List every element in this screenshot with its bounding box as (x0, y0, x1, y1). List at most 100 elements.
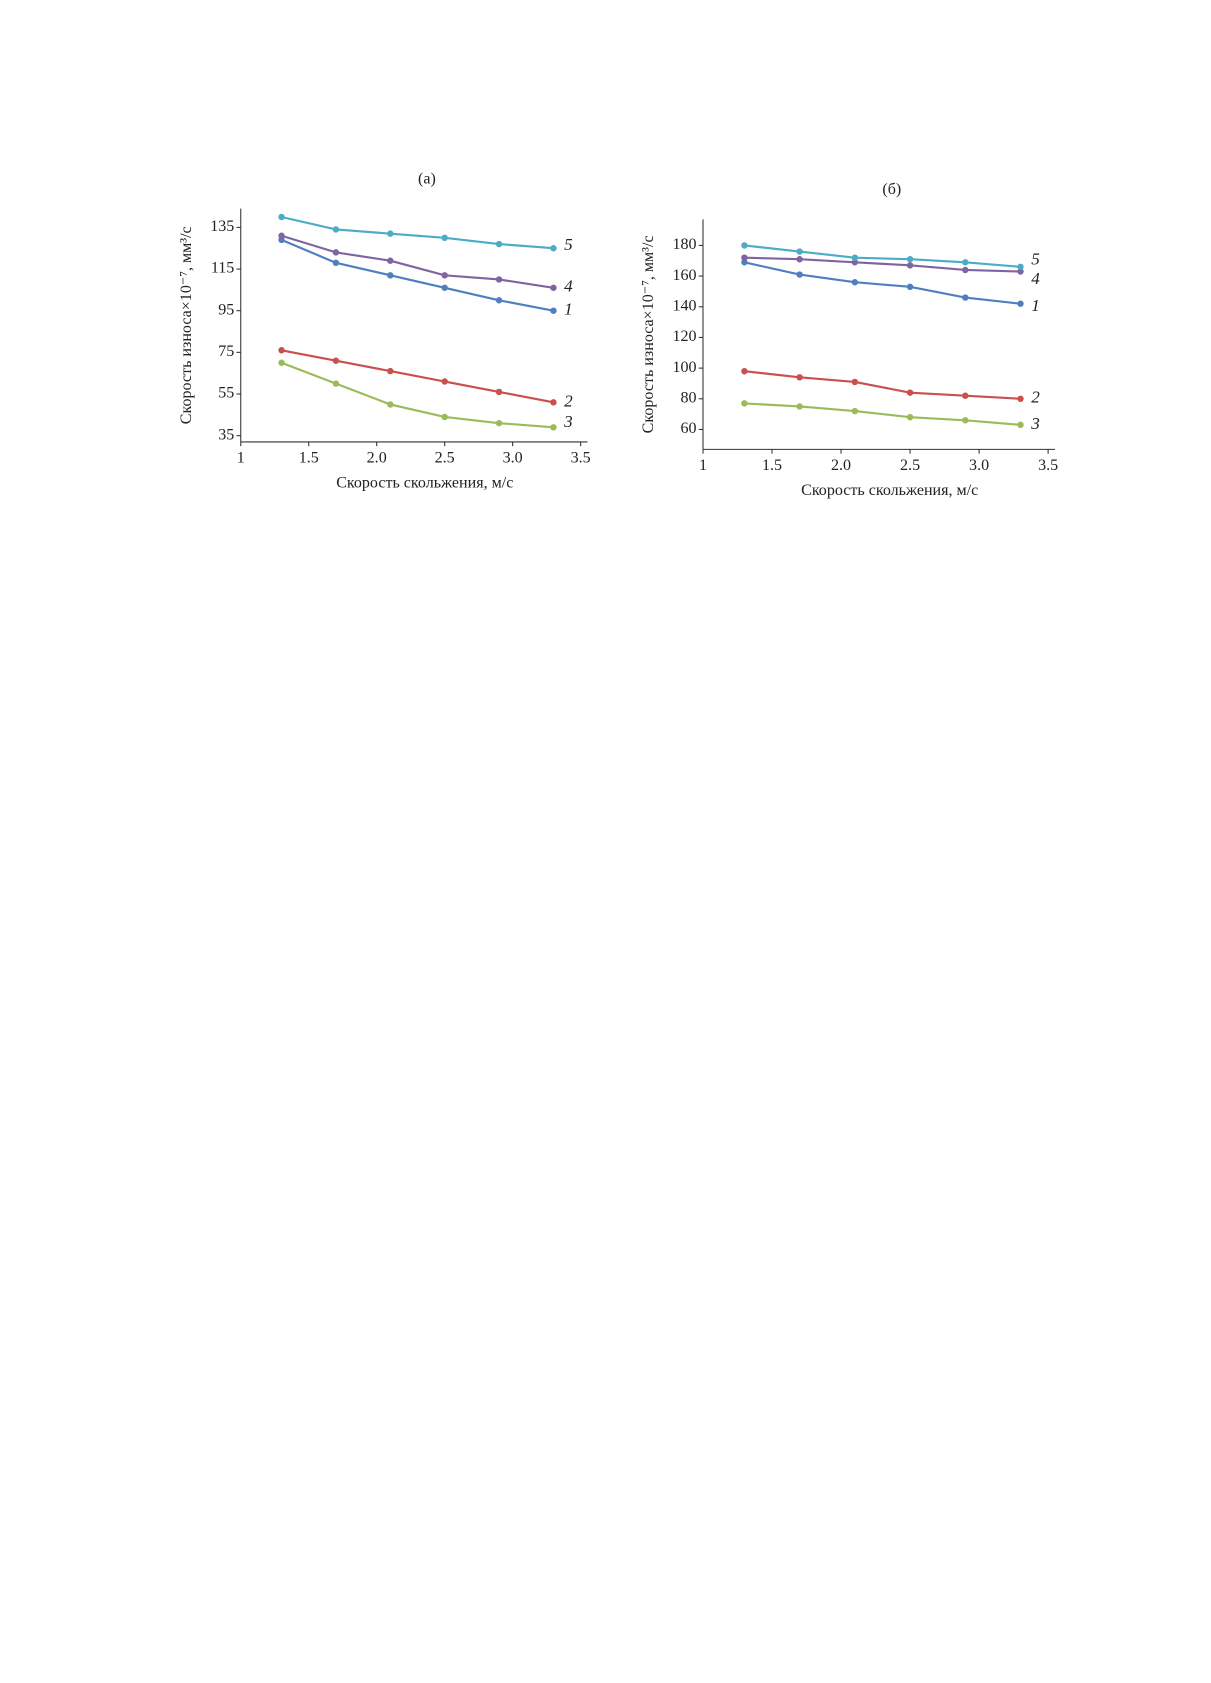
data-point (550, 245, 557, 252)
series-line (281, 234, 554, 289)
x-tick-label: 1 (237, 450, 245, 467)
data-point (550, 284, 557, 292)
data-point (495, 419, 503, 427)
data-point (741, 367, 748, 375)
data-point (851, 407, 859, 415)
data-point (906, 413, 914, 421)
data-point (741, 254, 748, 261)
series-line (281, 361, 554, 429)
data-point (278, 359, 285, 366)
series-label: 5 (564, 235, 573, 254)
data-point (1017, 263, 1024, 271)
data-point (387, 230, 394, 237)
data-point (550, 424, 557, 431)
data-point (441, 284, 448, 292)
data-point (441, 272, 448, 279)
series-line (281, 238, 554, 312)
y-tick-label: 180 (672, 236, 696, 253)
x-tick-label: 3.5 (1038, 457, 1058, 474)
x-tick-label: 2.5 (900, 457, 920, 474)
data-point (796, 256, 803, 263)
data-point (1017, 395, 1024, 402)
series-label: 5 (1031, 249, 1040, 268)
data-point (851, 279, 859, 286)
data-point (495, 388, 503, 396)
series-label: 3 (1030, 414, 1040, 433)
series-label: 2 (1031, 388, 1040, 407)
data-point (741, 259, 748, 266)
y-tick-label: 75 (218, 343, 234, 360)
data-point (741, 400, 748, 407)
series-label: 1 (1031, 296, 1040, 315)
data-point (741, 242, 748, 249)
data-point (851, 259, 859, 266)
y-tick-label: 140 (672, 297, 696, 314)
series-label: 3 (563, 412, 573, 431)
series-label: 4 (564, 277, 573, 296)
data-point (962, 259, 969, 266)
series-line (744, 370, 1021, 400)
x-axis-label: Скорость скольжения, м/с (336, 474, 513, 491)
data-point (962, 417, 969, 424)
data-point (332, 380, 340, 387)
y-tick-label: 35 (218, 426, 234, 443)
y-tick-label: 55 (218, 385, 234, 402)
data-point (278, 232, 285, 239)
y-tick-label: 120 (672, 328, 696, 345)
data-point (441, 378, 448, 385)
data-point (495, 297, 503, 304)
data-point (387, 257, 394, 264)
data-point (387, 367, 394, 375)
data-point (796, 403, 803, 410)
data-point (332, 249, 340, 256)
series-label: 2 (564, 391, 573, 410)
data-point (906, 256, 914, 263)
data-point (796, 374, 803, 381)
y-tick-label: 60 (681, 420, 697, 437)
data-point (962, 266, 969, 274)
data-point (332, 226, 340, 233)
data-point (387, 401, 394, 408)
series-line (744, 244, 1021, 268)
y-tick-label: 115 (211, 260, 234, 277)
data-point (1017, 268, 1024, 275)
data-point (550, 307, 557, 314)
chart-title: (а) (418, 170, 436, 187)
x-tick-label: 3.0 (969, 457, 989, 474)
x-tick-label: 2.0 (367, 450, 387, 467)
x-tick-label: 2.5 (435, 450, 455, 467)
x-axis-label: Скорость скольжения, м/с (801, 482, 978, 499)
x-tick-label: 1 (699, 457, 707, 474)
data-point (550, 399, 557, 406)
data-point (851, 378, 859, 386)
data-point (332, 357, 340, 364)
series-line (281, 349, 554, 404)
series-line (744, 402, 1021, 426)
data-point (1017, 421, 1024, 429)
x-tick-label: 3.0 (503, 450, 523, 467)
series-line (744, 256, 1021, 273)
data-point (441, 413, 448, 421)
data-point (332, 259, 340, 267)
x-tick-label: 1.5 (299, 450, 319, 467)
chart-title: (б) (882, 181, 901, 198)
y-axis-label: Скорость износа×10⁻⁷, мм³/с (640, 235, 657, 433)
data-point (962, 294, 969, 301)
data-point (278, 347, 285, 354)
data-point (278, 213, 285, 221)
data-point (906, 389, 914, 396)
data-point (495, 276, 503, 283)
data-point (495, 240, 503, 248)
data-point (796, 271, 803, 278)
y-axis-label: Скорость износа×10⁻⁷, мм³/с (178, 226, 195, 424)
x-tick-label: 3.5 (571, 450, 591, 467)
y-tick-label: 80 (681, 389, 697, 406)
y-tick-label: 160 (672, 267, 696, 284)
series-line (281, 215, 554, 250)
series-label: 4 (1031, 269, 1040, 288)
data-point (962, 392, 969, 399)
y-tick-label: 95 (218, 301, 234, 318)
data-point (851, 254, 859, 261)
series-label: 1 (564, 300, 573, 319)
